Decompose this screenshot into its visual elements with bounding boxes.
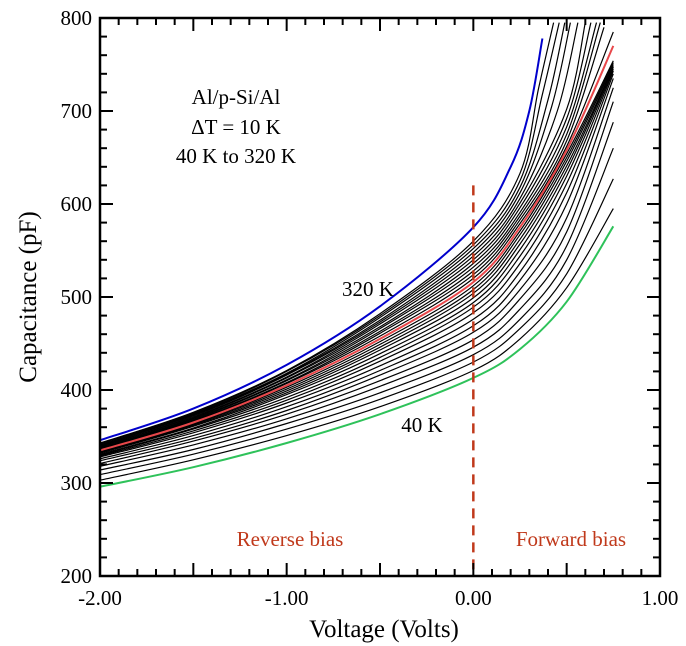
label-320K: 320 K	[342, 277, 394, 301]
curve-120k	[99, 73, 614, 458]
curve-200k	[99, 45, 615, 452]
y-tick-label: 800	[61, 6, 93, 30]
annotation-line-range: 40 K to 320 K	[176, 144, 296, 168]
curve-310k	[99, 22, 555, 444]
y-axis-title: Capacitance (pF)	[15, 211, 42, 382]
curve-170k	[99, 64, 614, 453]
curve-70k	[99, 147, 614, 471]
curve-220k	[99, 27, 605, 451]
curve-140k	[99, 68, 614, 456]
curve-270k	[99, 22, 579, 448]
curve-110k	[99, 78, 614, 460]
curve-250k	[99, 22, 592, 449]
y-tick-label: 500	[61, 285, 93, 309]
curve-180k	[99, 62, 614, 453]
label-40K: 40 K	[401, 413, 442, 437]
y-tick-label: 300	[61, 471, 93, 495]
curve-40k	[99, 225, 615, 488]
reverse-bias-label: Reverse bias	[237, 527, 344, 551]
x-tick-label: 1.00	[642, 586, 679, 610]
curve-60k	[99, 178, 614, 476]
curve-300k	[99, 22, 560, 445]
curve-210k	[99, 31, 614, 451]
curve-320k	[99, 38, 544, 442]
curve-100k	[99, 87, 614, 462]
curve-150k	[99, 67, 614, 455]
x-tick-label: -2.00	[78, 586, 122, 610]
curve-230k	[99, 22, 601, 450]
series-curves	[99, 22, 615, 488]
y-tick-label: 600	[61, 192, 93, 216]
x-tick-label: 0.00	[455, 586, 492, 610]
curve-80k	[99, 121, 614, 467]
axis-ticks	[99, 17, 661, 577]
y-tick-label: 200	[61, 564, 93, 588]
curve-160k	[99, 66, 614, 454]
curve-260k	[99, 22, 586, 448]
curve-90k	[99, 101, 614, 465]
curve-240k	[99, 22, 598, 450]
x-axis-title: Voltage (Volts)	[309, 616, 459, 643]
sample-annotation: Al/p-Si/Al ΔT = 10 K 40 K to 320 K	[176, 85, 296, 168]
curve-50k	[99, 208, 614, 481]
curve-130k	[99, 70, 614, 457]
y-tick-label: 400	[61, 378, 93, 402]
annotation-line-sample: Al/p-Si/Al	[192, 85, 281, 109]
y-tick-label: 700	[61, 99, 93, 123]
curve-290k	[99, 22, 566, 446]
forward-bias-label: Forward bias	[516, 527, 626, 551]
curve-280k	[99, 22, 571, 447]
curve-190k	[99, 60, 614, 452]
axis-tick-labels: -2.00 -1.00 0.00 1.00 200 300 400 500 600 700 800	[61, 6, 679, 610]
x-tick-label: -1.00	[265, 586, 309, 610]
annotation-line-step: ΔT = 10 K	[191, 115, 281, 139]
